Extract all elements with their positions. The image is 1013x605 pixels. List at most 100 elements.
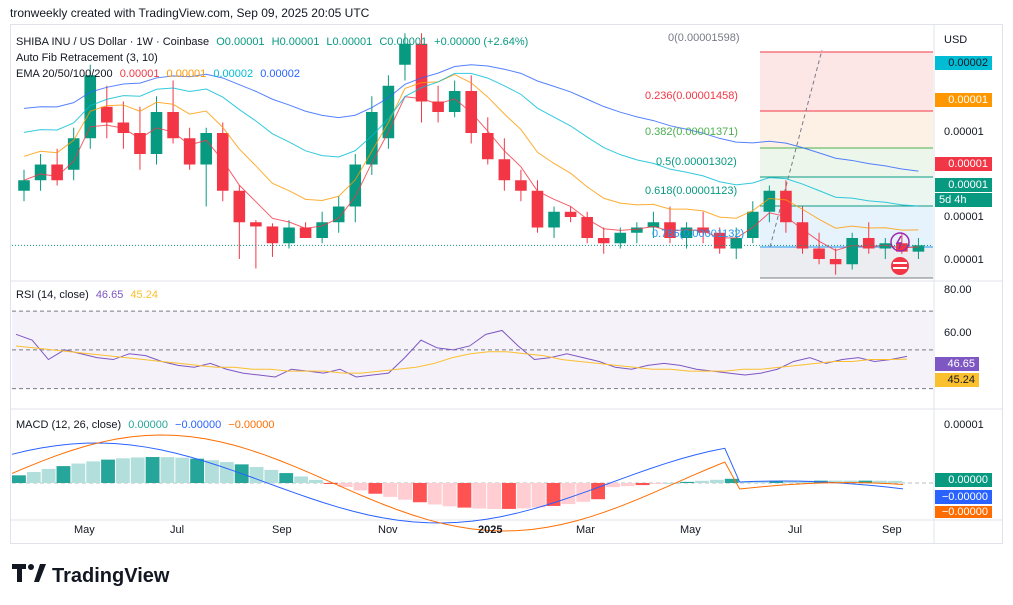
macd-histogram-bar (160, 457, 175, 483)
candle-body (34, 164, 47, 181)
macd-histogram-bar (219, 462, 234, 483)
candle-body (680, 227, 693, 238)
macd-histogram-bar (561, 483, 576, 505)
chart-frame (10, 24, 1003, 544)
macd-histogram-bar (309, 479, 323, 483)
macd-histogram-bar (86, 461, 101, 483)
candle-body (846, 238, 858, 265)
macd-histogram-bar (606, 483, 620, 488)
candle-body (664, 222, 676, 238)
macd-histogram-bar (205, 460, 219, 483)
candle-body (829, 259, 842, 265)
macd-hist-pill: 0.00000 (935, 473, 992, 487)
macd-histogram-bar (279, 473, 294, 483)
time-axis-label: Nov (378, 524, 398, 536)
candle-body (18, 180, 30, 191)
macd-histogram-bar (190, 458, 205, 483)
macd-histogram-bar (665, 482, 680, 484)
macd-histogram-bar (145, 457, 160, 483)
ohlc-low: L0.00001 (326, 36, 373, 48)
rsi-label: RSI (14, close) (16, 289, 89, 301)
candle-body (912, 245, 925, 252)
price-axis-label: 0.00001 (944, 254, 984, 266)
ema50-value: 0.00001 (166, 68, 207, 80)
candle-body (713, 232, 726, 249)
ohlc-open: O0.00001 (216, 36, 265, 48)
macd-histogram-bar (709, 479, 724, 483)
macd-histogram-bar (338, 483, 353, 487)
candle-body (415, 43, 428, 102)
macd-label: MACD (12, 26, close) (16, 419, 122, 431)
ema50-price-pill: 0.00001 (935, 93, 992, 107)
candle-body (796, 222, 809, 249)
macd-histogram-bar (130, 457, 145, 483)
macd-histogram-bar (502, 483, 516, 509)
fib-legend[interactable]: Auto Fib Retracement (3, 10) (16, 50, 162, 66)
candle-body (299, 227, 312, 238)
currency-button[interactable]: USD (944, 34, 968, 46)
ema100-line (23, 72, 919, 207)
time-axis-label: May (74, 524, 95, 536)
symbol-title[interactable]: SHIBA INU / US Dollar · 1W · Coinbase (16, 36, 210, 48)
candle-body (150, 112, 163, 154)
candle-body (813, 248, 825, 259)
ema100-value: 0.00002 (213, 68, 254, 80)
ema20-line (23, 96, 919, 251)
fib-legend-label: Auto Fib Retracement (3, 10) (16, 52, 158, 64)
macd-histogram-bar (487, 483, 502, 509)
rsi-ma-value: 45.24 (130, 289, 158, 301)
candle-body (167, 112, 179, 139)
rsi-legend[interactable]: RSI (14, close) 46.65 45.24 (16, 287, 162, 303)
rsi-value: 46.65 (95, 289, 124, 301)
candle-body (581, 217, 593, 238)
candle-body (283, 227, 295, 244)
macd-histogram-bar (71, 463, 86, 483)
time-axis-label: Sep (882, 524, 902, 536)
fib-zone (760, 52, 933, 111)
rsi-band (12, 311, 933, 389)
candle-body (332, 206, 345, 223)
rsi-axis-60: 60.00 (944, 327, 972, 339)
macd-legend[interactable]: MACD (12, 26, close) 0.00000 −0.00000 −0… (16, 417, 278, 433)
macd-histogram-bar (828, 480, 843, 483)
macd-signal-value: −0.00000 (228, 419, 275, 431)
candle-body (366, 112, 378, 165)
candle-body (481, 133, 494, 160)
price-axis-label: 0.00001 (944, 211, 984, 223)
last-price-pill: 0.00001 (935, 178, 992, 192)
candle-body (747, 211, 759, 238)
ema-legend[interactable]: EMA 20/50/100/200 0.00001 0.00001 0.0000… (16, 66, 304, 82)
rsi-pill: 46.65 (935, 357, 979, 371)
fib-label-786: 0.786(0.00001132) (652, 228, 745, 240)
macd-histogram-bar (442, 483, 457, 507)
fib-label-618: 0.618(0.00001123) (645, 185, 738, 197)
candle-body (597, 238, 610, 244)
fib-zone (760, 148, 933, 177)
ema-legend-label: EMA 20/50/100/200 (16, 68, 113, 80)
candle-body (647, 222, 660, 228)
us-flag-icon (893, 267, 907, 269)
time-axis-label: Sep (272, 524, 292, 536)
macd-histogram-bar (427, 483, 442, 505)
macd-histogram-bar (41, 468, 56, 483)
fib-label-0: 0(0.00001598) (668, 32, 740, 44)
candle-body (101, 106, 113, 123)
candle-body (200, 133, 212, 165)
macd-histogram-bar (516, 483, 531, 509)
macd-histogram-bar (12, 475, 26, 483)
candle-body (548, 211, 560, 228)
candle-body (730, 238, 743, 249)
candle-body (531, 190, 544, 228)
candle-body (134, 133, 146, 154)
event-flash-icon (895, 235, 903, 250)
brand[interactable]: TradingView (12, 564, 169, 588)
macd-histogram-bar (680, 481, 695, 483)
macd-histogram-bar (888, 480, 902, 483)
tradingview-logo-icon (12, 564, 46, 588)
rsi-ma-pill: 45.24 (935, 373, 979, 387)
macd-histogram-bar (784, 480, 799, 483)
bar-countdown-pill: 5d 4h (935, 193, 992, 207)
candle-body (763, 190, 776, 212)
time-axis-label: May (680, 524, 701, 536)
